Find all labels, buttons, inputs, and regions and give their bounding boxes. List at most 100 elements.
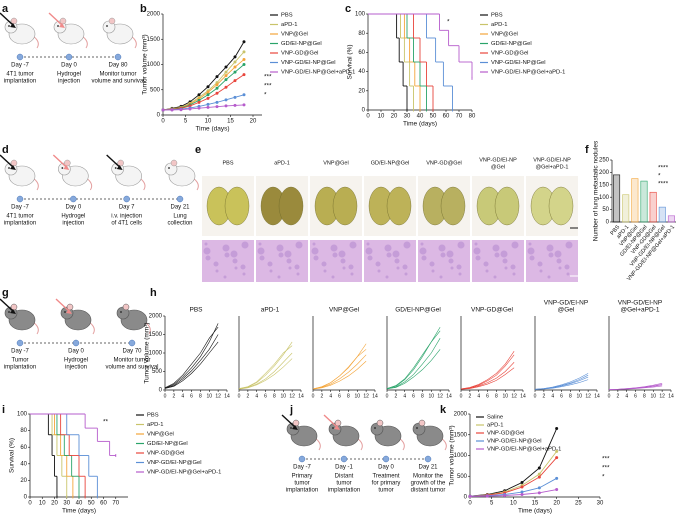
histology-dot	[241, 241, 249, 249]
data-point	[224, 78, 228, 82]
series-line	[164, 326, 219, 389]
data-point	[242, 50, 246, 54]
histology-dot	[284, 250, 292, 258]
caption: Monitor tumor	[99, 72, 136, 78]
data-point	[242, 93, 246, 97]
x-tick-label: 12	[363, 393, 369, 399]
histology-dot	[485, 269, 489, 273]
histology-dot	[558, 266, 562, 270]
subplot-title: VNP-GD/EI-NP	[544, 300, 588, 307]
caption: Hydrogel	[64, 358, 88, 364]
panel-label: a	[2, 3, 9, 15]
timeline-dot	[72, 339, 80, 347]
histology-dot	[205, 255, 211, 261]
x-tick-label: 0	[366, 114, 370, 120]
lung-right	[278, 186, 304, 226]
mouse-eye	[416, 427, 418, 429]
series-line	[162, 59, 245, 111]
data-point	[242, 57, 246, 61]
histology-dot	[504, 266, 508, 270]
legend-label: VNP@Gel	[147, 432, 174, 438]
histology-dot	[500, 250, 508, 258]
panel-label: b	[140, 3, 147, 15]
group-label: @Gel	[491, 164, 505, 170]
x-tick-label: 0	[468, 501, 472, 507]
caption: Distant	[335, 474, 354, 480]
x-tick-label: 8	[643, 393, 646, 399]
data-point	[215, 105, 219, 109]
histology-dot	[547, 275, 551, 279]
histology-dot	[554, 250, 562, 258]
y-axis-label: Tumor volume (mm³)	[449, 425, 456, 485]
x-tick-label: 5	[490, 501, 494, 507]
data-point	[206, 102, 210, 106]
legend-label: VNP-GD/EI-NP@Gel	[487, 439, 542, 445]
timeline-dot	[176, 195, 184, 203]
timeline-dot	[16, 339, 24, 347]
day-label: Day -7	[11, 205, 29, 211]
legend-label: VNP-GD@Gel	[281, 51, 318, 57]
data-point	[520, 493, 524, 497]
y-tick-label: 100	[355, 12, 366, 18]
y-tick-label: 0	[606, 220, 610, 226]
histology-dot	[366, 242, 370, 246]
y-axis-label: Number of lung metastatic nodules	[593, 140, 600, 241]
mouse-eye	[332, 427, 334, 429]
y-tick-label: 0	[24, 495, 28, 501]
mouse-eye	[8, 311, 10, 313]
histology-dot	[348, 264, 354, 270]
arrow	[0, 154, 15, 169]
subplot-title: VNP-GD/EI-NP	[618, 300, 662, 307]
day-label: Day -7	[293, 465, 311, 471]
x-tick-label: 0	[164, 393, 167, 399]
data-point	[206, 85, 210, 89]
data-point	[555, 488, 559, 492]
y-tick-label: 2000	[149, 314, 163, 320]
group-label: VNP-GD/EI-NP	[479, 157, 517, 163]
series-line	[460, 367, 515, 390]
histology-dot	[528, 242, 532, 246]
caption: i.v. injection	[111, 214, 142, 220]
histology-dot	[278, 252, 284, 258]
x-tick-label: 12	[215, 393, 221, 399]
x-tick-label: 20	[250, 119, 257, 125]
data-point	[197, 100, 201, 104]
x-tick-label: 4	[551, 393, 554, 399]
series-line	[386, 349, 441, 390]
y-tick-label: 0	[464, 495, 468, 501]
series-line	[386, 326, 441, 389]
caption: 4T1 tumor	[6, 214, 33, 220]
data-point	[233, 60, 237, 64]
histology-dot	[258, 242, 262, 246]
x-tick-label: 12	[659, 393, 665, 399]
x-tick-label: 60	[443, 114, 450, 120]
panel-label: h	[150, 287, 157, 299]
histology-dot	[276, 244, 284, 252]
group-label: VNP@Gel	[323, 160, 348, 166]
x-tick-label: 2	[320, 393, 323, 399]
histology-dot	[402, 264, 408, 270]
legend-label: PBS	[281, 13, 293, 19]
histology-dot	[439, 275, 443, 279]
lung-right	[548, 186, 574, 226]
histology-dot	[240, 264, 246, 270]
histology-dot	[313, 255, 319, 261]
mouse-ear	[10, 159, 18, 167]
series-line	[312, 343, 367, 390]
y-tick-label: 500	[150, 87, 161, 93]
x-tick-label: 40	[76, 501, 83, 507]
data-point	[197, 93, 201, 97]
x-tick-label: 70	[112, 501, 119, 507]
legend-label: aPD-1	[147, 422, 163, 428]
y-tick-label: 0	[362, 108, 366, 114]
x-tick-label: 0	[608, 393, 611, 399]
histology-dot	[277, 275, 281, 279]
series-line	[608, 384, 663, 390]
legend-label: VNP@Gel	[281, 32, 308, 38]
histology-dot	[512, 272, 516, 276]
caption: for primary	[372, 481, 401, 487]
y-tick-label: 2000	[147, 12, 161, 18]
mouse-ear	[122, 303, 130, 311]
y-tick-label: 1500	[454, 432, 468, 438]
